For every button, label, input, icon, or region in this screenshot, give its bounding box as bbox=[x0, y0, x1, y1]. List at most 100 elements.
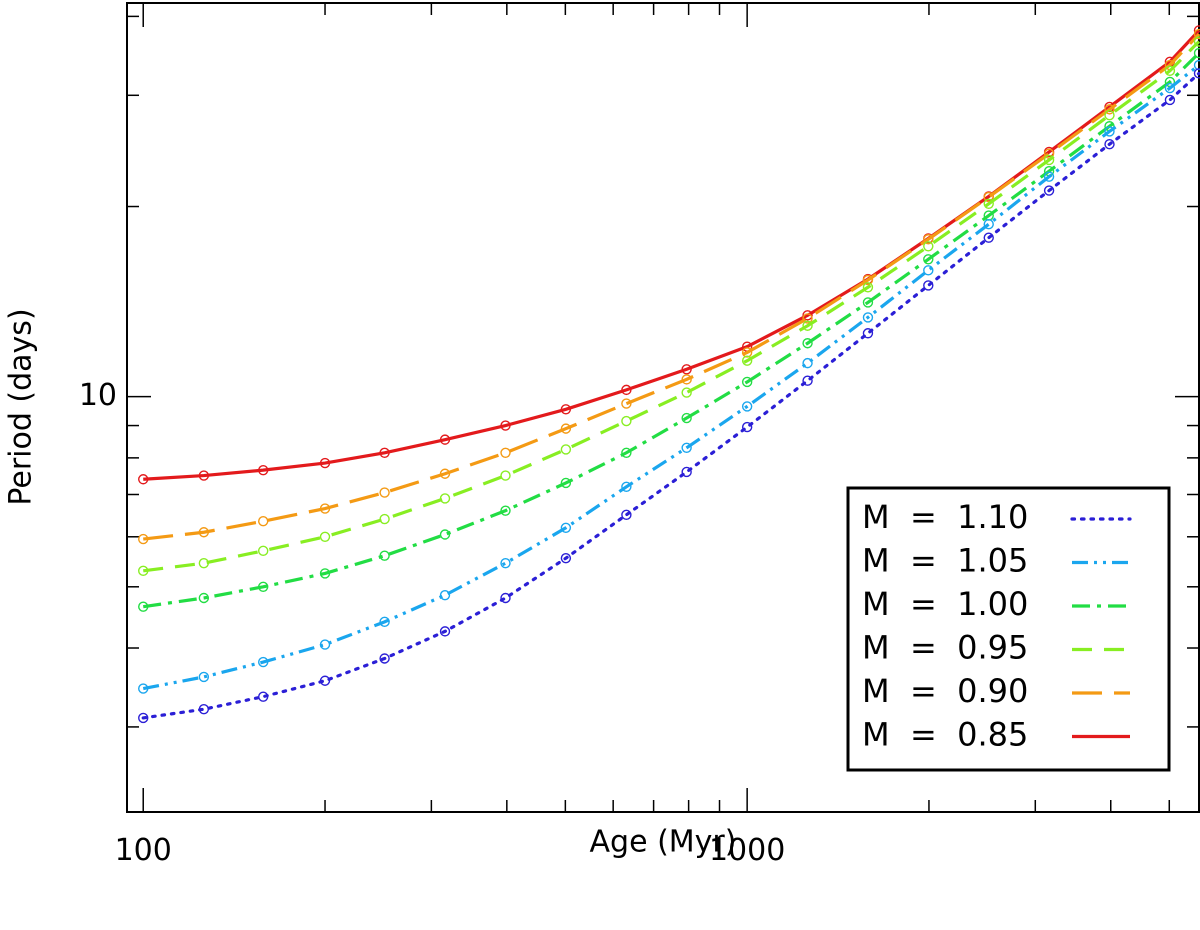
legend-item: M = 1.10 bbox=[862, 498, 1132, 536]
data-point bbox=[621, 415, 632, 427]
data-point bbox=[1164, 65, 1176, 77]
legend-item: M = 0.90 bbox=[862, 672, 1130, 710]
data-point bbox=[379, 616, 390, 628]
data-point bbox=[258, 581, 269, 592]
data-point bbox=[379, 550, 390, 561]
data-point bbox=[560, 444, 572, 455]
data-point bbox=[560, 552, 572, 564]
data-point bbox=[500, 447, 511, 458]
data-point bbox=[319, 639, 331, 650]
data-point bbox=[1193, 47, 1200, 59]
data-point bbox=[198, 470, 210, 481]
data-point bbox=[138, 683, 149, 694]
data-point bbox=[439, 493, 451, 504]
legend-label: M = 0.90 bbox=[862, 672, 1028, 710]
axis-ticks bbox=[127, 3, 1199, 812]
x-tick-labels: 100 1000 bbox=[115, 833, 786, 868]
data-point bbox=[258, 516, 269, 527]
data-point bbox=[500, 420, 511, 431]
series-layer bbox=[138, 25, 1200, 724]
data-point bbox=[802, 320, 813, 331]
data-point bbox=[500, 505, 511, 516]
series-4 bbox=[138, 28, 1200, 545]
data-point bbox=[500, 470, 511, 481]
data-point bbox=[862, 297, 874, 308]
data-point bbox=[198, 527, 210, 538]
data-point bbox=[319, 503, 331, 514]
data-point bbox=[1043, 185, 1055, 196]
series-line bbox=[143, 40, 1200, 573]
data-point bbox=[923, 241, 934, 252]
data-point bbox=[862, 328, 874, 339]
x-tick-label: 1000 bbox=[709, 833, 785, 868]
data-point bbox=[681, 364, 692, 375]
data-point bbox=[560, 423, 572, 434]
data-point bbox=[198, 592, 210, 604]
plot-frame bbox=[126, 2, 1200, 813]
legend-item: M = 1.00 bbox=[862, 585, 1130, 623]
data-point bbox=[983, 232, 994, 243]
data-point bbox=[923, 280, 934, 291]
data-point bbox=[923, 265, 934, 276]
data-point bbox=[379, 487, 390, 498]
data-point bbox=[862, 282, 874, 293]
data-point bbox=[681, 412, 692, 424]
data-point bbox=[681, 387, 692, 398]
series-line bbox=[143, 29, 1200, 481]
y-axis-title: Period (days) bbox=[4, 308, 39, 505]
data-point bbox=[379, 447, 390, 458]
data-point bbox=[1104, 104, 1115, 115]
legend-label: M = 1.00 bbox=[862, 585, 1028, 623]
x-axis-title: Age (Myr) bbox=[590, 825, 737, 860]
data-point bbox=[983, 198, 994, 209]
data-point bbox=[319, 568, 331, 579]
data-point bbox=[1104, 126, 1115, 137]
legend-item: M = 1.05 bbox=[862, 542, 1130, 580]
data-point bbox=[379, 513, 390, 525]
data-point bbox=[741, 401, 753, 412]
data-point bbox=[741, 421, 753, 433]
legend-label: M = 1.10 bbox=[862, 498, 1028, 536]
data-point bbox=[138, 565, 149, 577]
data-point bbox=[802, 313, 813, 324]
data-point bbox=[560, 477, 572, 489]
data-point bbox=[681, 442, 692, 453]
series-0 bbox=[138, 68, 1200, 724]
data-point bbox=[138, 601, 149, 612]
data-point bbox=[1043, 171, 1055, 182]
data-point bbox=[862, 274, 874, 286]
data-point bbox=[439, 529, 451, 540]
data-point bbox=[560, 404, 572, 415]
data-point bbox=[319, 531, 331, 542]
data-point bbox=[319, 457, 331, 469]
series-line bbox=[142, 63, 1200, 691]
data-point bbox=[621, 398, 632, 409]
data-point bbox=[862, 312, 874, 323]
data-point bbox=[802, 310, 813, 321]
data-point bbox=[621, 384, 632, 396]
data-point bbox=[621, 481, 632, 492]
data-point bbox=[198, 671, 210, 683]
data-point bbox=[621, 509, 632, 521]
legend: M = 1.10 M = 1.05 M = 1.00 M = 0.95 M = 0.90… bbox=[846, 486, 1171, 772]
legend-item: M = 0.95 bbox=[862, 629, 1130, 667]
series-line bbox=[143, 51, 1200, 609]
data-point bbox=[681, 466, 692, 478]
data-point bbox=[560, 522, 572, 533]
data-point bbox=[923, 254, 934, 265]
series-5 bbox=[138, 25, 1200, 485]
data-point bbox=[138, 474, 149, 485]
series-line bbox=[141, 71, 1200, 720]
data-point bbox=[500, 557, 511, 569]
data-point bbox=[198, 704, 210, 715]
data-point bbox=[1193, 36, 1200, 47]
legend-label: M = 0.85 bbox=[862, 716, 1028, 754]
data-point bbox=[138, 712, 149, 724]
y-tick-label: 10 bbox=[79, 378, 117, 413]
data-point bbox=[138, 533, 149, 545]
data-point bbox=[923, 234, 934, 245]
data-point bbox=[741, 347, 753, 358]
data-point bbox=[802, 357, 813, 369]
data-point bbox=[741, 376, 753, 388]
